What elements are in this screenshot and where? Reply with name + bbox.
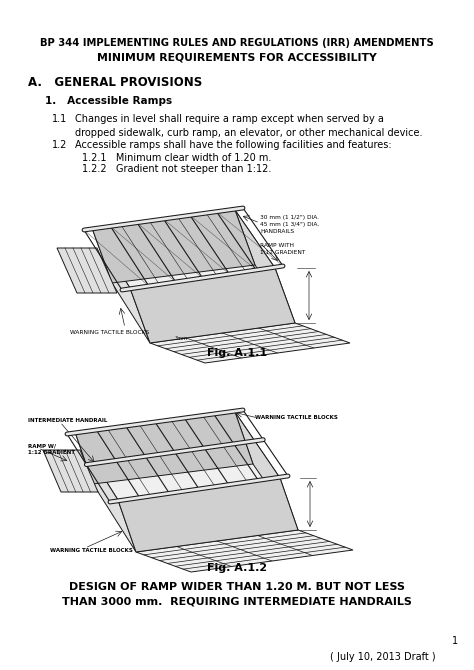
Text: WARNING TACTILE BLOCKS: WARNING TACTILE BLOCKS	[70, 330, 149, 335]
Text: 1.2.1   Minimum clear width of 1.20 m.: 1.2.1 Minimum clear width of 1.20 m.	[82, 153, 272, 163]
Text: BP 344 IMPLEMENTING RULES AND REGULATIONS (IRR) AMENDMENTS: BP 344 IMPLEMENTING RULES AND REGULATION…	[40, 38, 434, 48]
Polygon shape	[136, 530, 353, 572]
Text: 1.   Accessible Ramps: 1. Accessible Ramps	[45, 96, 172, 106]
Text: Changes in level shall require a ramp except when served by a
dropped sidewalk, : Changes in level shall require a ramp ex…	[75, 114, 422, 138]
Text: INTERMEDIATE HANDRAIL: INTERMEDIATE HANDRAIL	[28, 418, 108, 423]
Polygon shape	[75, 412, 253, 484]
Text: HANDRAILS: HANDRAILS	[260, 229, 294, 234]
Text: Fig. A.1.2: Fig. A.1.2	[207, 563, 267, 573]
Text: 45 mm (1 3/4") DIA.: 45 mm (1 3/4") DIA.	[260, 222, 319, 227]
Polygon shape	[92, 210, 255, 283]
Text: 30 mm (1 1/2") DIA.: 30 mm (1 1/2") DIA.	[260, 215, 319, 220]
Polygon shape	[92, 228, 150, 343]
Text: 1: 1	[452, 636, 458, 646]
Text: Fig. A.1.1: Fig. A.1.1	[207, 348, 267, 358]
Text: A.   GENERAL PROVISIONS: A. GENERAL PROVISIONS	[28, 76, 202, 89]
Text: ( July 10, 2013 Draft ): ( July 10, 2013 Draft )	[330, 652, 436, 662]
Polygon shape	[235, 412, 298, 530]
Polygon shape	[57, 248, 117, 293]
Text: 1.2: 1.2	[52, 140, 67, 150]
Text: 1:12 GRADIENT: 1:12 GRADIENT	[28, 450, 75, 455]
Text: RAMP W/: RAMP W/	[28, 443, 56, 448]
Text: THAN 3000 mm.  REQUIRING INTERMEDIATE HANDRAILS: THAN 3000 mm. REQUIRING INTERMEDIATE HAN…	[62, 596, 412, 606]
Polygon shape	[75, 432, 136, 552]
Text: 3mm: 3mm	[175, 336, 188, 341]
Text: DESIGN OF RAMP WIDER THAN 1.20 M. BUT NOT LESS: DESIGN OF RAMP WIDER THAN 1.20 M. BUT NO…	[69, 582, 405, 592]
Polygon shape	[92, 210, 275, 288]
Polygon shape	[130, 268, 295, 343]
Polygon shape	[75, 412, 280, 500]
Polygon shape	[43, 450, 98, 492]
Polygon shape	[235, 210, 295, 323]
Text: 1.1: 1.1	[52, 114, 67, 124]
Text: RAMP WITH: RAMP WITH	[260, 243, 294, 248]
Polygon shape	[150, 323, 350, 363]
Text: WARNING TACTILE BLOCKS: WARNING TACTILE BLOCKS	[50, 548, 133, 553]
Text: 1.2.2   Gradient not steeper than 1:12.: 1.2.2 Gradient not steeper than 1:12.	[82, 164, 272, 174]
Text: Accessible ramps shall have the following facilities and features:: Accessible ramps shall have the followin…	[75, 140, 392, 150]
Text: MINIMUM REQUIREMENTS FOR ACCESSIBILITY: MINIMUM REQUIREMENTS FOR ACCESSIBILITY	[97, 52, 377, 62]
Text: WARNING TACTILE BLOCKS: WARNING TACTILE BLOCKS	[255, 415, 338, 420]
Polygon shape	[118, 478, 298, 552]
Text: 1:12 GRADIENT: 1:12 GRADIENT	[260, 250, 305, 255]
